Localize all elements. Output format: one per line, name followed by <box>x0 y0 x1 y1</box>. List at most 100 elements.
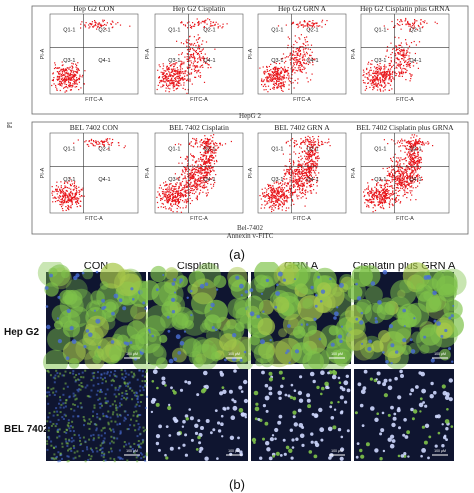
event-dot <box>394 176 396 179</box>
event-dot <box>316 164 319 166</box>
event-dot <box>189 175 191 177</box>
event-dot <box>405 52 407 55</box>
event-dot <box>167 77 169 79</box>
event-dot <box>376 83 379 85</box>
event-dot <box>206 62 208 65</box>
event-dot <box>76 206 78 208</box>
event-dot <box>100 25 103 27</box>
event-dot <box>264 204 266 206</box>
event-dot <box>389 71 391 73</box>
event-dot <box>161 73 163 75</box>
event-dot <box>412 180 414 182</box>
event-dot <box>203 160 206 162</box>
event-dot <box>74 194 77 196</box>
event-dot <box>168 187 171 189</box>
event-dot <box>203 179 205 181</box>
event-dot <box>381 195 383 197</box>
event-dot <box>202 154 204 156</box>
event-dot <box>421 179 423 181</box>
event-dot <box>409 23 411 25</box>
event-dot <box>302 186 304 188</box>
event-dot <box>182 178 184 180</box>
event-dot <box>204 53 206 55</box>
event-dot <box>377 74 379 77</box>
event-dot <box>295 153 297 155</box>
event-dot <box>77 69 80 71</box>
event-dot <box>321 19 324 21</box>
event-dot <box>185 201 187 203</box>
event-dot <box>217 23 219 25</box>
event-dot <box>387 192 389 194</box>
event-dot <box>406 154 408 156</box>
event-dot <box>315 146 317 148</box>
event-dot <box>305 168 307 170</box>
event-dot <box>371 63 373 65</box>
event-dot <box>282 81 284 83</box>
event-dot <box>436 22 438 25</box>
event-dot <box>62 190 64 192</box>
event-dot <box>302 170 304 172</box>
event-dot <box>407 59 409 61</box>
event-dot <box>284 77 286 79</box>
event-dot <box>390 68 392 70</box>
event-dot <box>407 177 409 179</box>
event-dot <box>302 24 304 26</box>
event-dot <box>281 195 284 197</box>
event-dot <box>305 41 307 43</box>
event-dot <box>411 177 414 179</box>
event-dot <box>394 52 396 54</box>
event-dot <box>166 68 168 70</box>
event-dot <box>194 171 196 173</box>
cell-cluster <box>184 320 194 330</box>
event-dot <box>265 195 267 197</box>
event-dot <box>317 155 319 157</box>
event-dot <box>188 43 191 45</box>
event-dot <box>208 166 210 168</box>
event-dot <box>186 192 188 194</box>
event-dot <box>391 165 393 167</box>
quadrant-label: Q2-1 <box>98 28 110 34</box>
event-dot <box>213 179 215 181</box>
event-dot <box>399 66 401 68</box>
event-dot <box>210 23 212 25</box>
event-dot <box>280 188 282 190</box>
event-dot <box>289 153 291 155</box>
event-dot <box>284 194 286 196</box>
event-dot <box>280 204 282 206</box>
event-dot <box>61 200 63 202</box>
event-dot <box>164 185 166 187</box>
event-dot <box>393 47 395 49</box>
event-dot <box>421 27 423 29</box>
event-dot <box>298 180 300 182</box>
event-dot <box>199 170 201 172</box>
event-dot <box>308 154 311 156</box>
event-dot <box>72 72 74 74</box>
event-dot <box>63 188 65 190</box>
panel-x-label: FITC-A <box>85 216 103 222</box>
event-dot <box>184 192 187 194</box>
event-dot <box>194 171 196 173</box>
event-dot <box>174 144 176 146</box>
event-dot <box>164 193 166 195</box>
event-dot <box>417 154 419 156</box>
event-dot <box>314 58 316 60</box>
event-dot <box>270 187 272 189</box>
event-dot <box>185 186 188 188</box>
event-dot <box>75 66 77 68</box>
event-dot <box>73 79 75 81</box>
event-dot <box>65 189 67 192</box>
nucleus <box>69 326 74 331</box>
event-dot <box>297 78 299 80</box>
event-dot <box>65 86 68 88</box>
event-dot <box>312 141 314 143</box>
event-dot <box>260 207 262 209</box>
event-dot <box>185 180 187 182</box>
event-dot <box>267 85 270 87</box>
event-dot <box>408 163 411 165</box>
event-dot <box>402 186 404 188</box>
event-dot <box>294 180 296 182</box>
event-dot <box>61 83 63 85</box>
event-dot <box>309 173 311 176</box>
event-dot <box>205 181 207 183</box>
event-dot <box>94 20 96 22</box>
